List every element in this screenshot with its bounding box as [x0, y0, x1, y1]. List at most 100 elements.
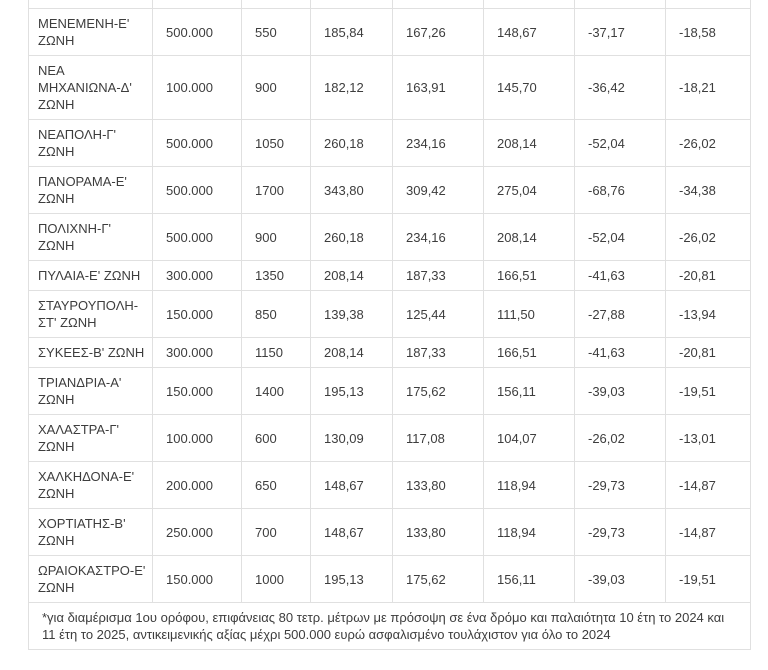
value-cell: -29,73	[574, 461, 666, 509]
value-cell: 275,04	[483, 166, 575, 214]
zone-name-cell: ΣΥΚΕΕΣ-Β' ΖΩΝΗ	[28, 337, 153, 368]
value-cell: 148,67	[483, 8, 575, 56]
value-cell: 195,13	[310, 555, 393, 603]
value-cell: -39,03	[574, 367, 666, 415]
table-row: ΠΑΝΟΡΑΜΑ-Ε' ΖΩΝΗ 500.000 1700 343,80 309,42 2…	[28, 166, 751, 214]
zone-name-cell: ΣΤΑΥΡΟΥΠΟΛΗ-ΣΤ' ΖΩΝΗ	[28, 290, 153, 338]
zone-name-cell: ΧΑΛΚΗΔΟΝΑ-Ε' ΖΩΝΗ	[28, 461, 153, 509]
value-cell: -41,63	[574, 260, 666, 291]
value-cell: -19,51	[665, 555, 751, 603]
value-cell: 260,18	[310, 213, 393, 261]
value-cell: 166,51	[483, 260, 575, 291]
value-cell: 187,33	[392, 260, 484, 291]
value-cell: 148,67	[310, 461, 393, 509]
zone-name-cell: ΜΕΝΕΜΕΝΗ-Ε' ΖΩΝΗ	[28, 8, 153, 56]
zone-name-cell: ΩΡΑΙΟΚΑΣΤΡΟ-Ε' ΖΩΝΗ	[28, 555, 153, 603]
cutoff-cell	[28, 0, 153, 9]
value-cell: 150.000	[152, 555, 242, 603]
value-cell: 100.000	[152, 414, 242, 462]
value-cell: 118,94	[483, 461, 575, 509]
table-row: ΣΥΚΕΕΣ-Β' ΖΩΝΗ 300.000 1150 208,14 187,33 166…	[28, 337, 751, 368]
value-cell: -26,02	[665, 213, 751, 261]
value-cell: -19,51	[665, 367, 751, 415]
value-cell: 309,42	[392, 166, 484, 214]
value-cell: 111,50	[483, 290, 575, 338]
value-cell: 156,11	[483, 555, 575, 603]
value-cell: -29,73	[574, 508, 666, 556]
value-cell: 208,14	[310, 337, 393, 368]
value-cell: 148,67	[310, 508, 393, 556]
cutoff-cell	[483, 0, 575, 9]
value-cell: 500.000	[152, 8, 242, 56]
table-body: ΜΕΝΕΜΕΝΗ-Ε' ΖΩΝΗ 500.000 550 185,84 167,26 14…	[28, 0, 751, 603]
value-cell: 208,14	[483, 119, 575, 167]
value-cell: -68,76	[574, 166, 666, 214]
value-cell: 234,16	[392, 119, 484, 167]
table-row: ΧΟΡΤΙΑΤΗΣ-Β' ΖΩΝΗ 250.000 700 148,67 133,80 1…	[28, 508, 751, 556]
value-cell: 100.000	[152, 55, 242, 120]
table-row: ΝΕΑΠΟΛΗ-Γ' ΖΩΝΗ 500.000 1050 260,18 234,16 20…	[28, 119, 751, 167]
zone-name-cell: ΠΟΛΙΧΝΗ-Γ' ΖΩΝΗ	[28, 213, 153, 261]
value-cell: 125,44	[392, 290, 484, 338]
value-cell: 166,51	[483, 337, 575, 368]
value-cell: 343,80	[310, 166, 393, 214]
value-cell: 133,80	[392, 461, 484, 509]
value-cell: 139,38	[310, 290, 393, 338]
value-cell: 900	[241, 213, 311, 261]
value-cell: 150.000	[152, 367, 242, 415]
value-cell: 1150	[241, 337, 311, 368]
value-cell: -20,81	[665, 337, 751, 368]
value-cell: 650	[241, 461, 311, 509]
table-row: ΠΟΛΙΧΝΗ-Γ' ΖΩΝΗ 500.000 900 260,18 234,16 208…	[28, 213, 751, 261]
value-cell: 500.000	[152, 119, 242, 167]
value-cell: 187,33	[392, 337, 484, 368]
value-cell: 300.000	[152, 260, 242, 291]
cutoff-cell	[392, 0, 484, 9]
value-cell: 500.000	[152, 166, 242, 214]
value-cell: 500.000	[152, 213, 242, 261]
table-row: ΧΑΛΑΣΤΡΑ-Γ' ΖΩΝΗ 100.000 600 130,09 117,08 10…	[28, 414, 751, 462]
value-cell: 1700	[241, 166, 311, 214]
value-cell: 182,12	[310, 55, 393, 120]
zone-name-cell: ΝΕΑΠΟΛΗ-Γ' ΖΩΝΗ	[28, 119, 153, 167]
value-cell: 163,91	[392, 55, 484, 120]
value-cell: 700	[241, 508, 311, 556]
zone-name-cell: ΝΕΑ ΜΗΧΑΝΙΩΝΑ-Δ' ΖΩΝΗ	[28, 55, 153, 120]
value-cell: 208,14	[483, 213, 575, 261]
cutoff-cell	[574, 0, 666, 9]
value-cell: -13,01	[665, 414, 751, 462]
value-cell: 118,94	[483, 508, 575, 556]
value-cell: 1000	[241, 555, 311, 603]
value-cell: 145,70	[483, 55, 575, 120]
value-cell: 1400	[241, 367, 311, 415]
value-cell: 208,14	[310, 260, 393, 291]
value-cell: -52,04	[574, 213, 666, 261]
table-row: ΝΕΑ ΜΗΧΑΝΙΩΝΑ-Δ' ΖΩΝΗ 100.000 900 182,12 163…	[28, 55, 751, 120]
table-row: ΠΥΛΑΙΑ-Ε' ΖΩΝΗ 300.000 1350 208,14 187,33 166…	[28, 260, 751, 291]
value-cell: -27,88	[574, 290, 666, 338]
page-content: ΜΕΝΕΜΕΝΗ-Ε' ΖΩΝΗ 500.000 550 185,84 167,26 14…	[28, 0, 751, 650]
cutoff-cell	[241, 0, 311, 9]
value-cell: 175,62	[392, 367, 484, 415]
value-cell: 195,13	[310, 367, 393, 415]
value-cell: -41,63	[574, 337, 666, 368]
value-cell: -13,94	[665, 290, 751, 338]
zones-table: ΜΕΝΕΜΕΝΗ-Ε' ΖΩΝΗ 500.000 550 185,84 167,26 14…	[28, 0, 751, 650]
value-cell: 200.000	[152, 461, 242, 509]
footnote-text: *για διαμέρισμα 1ου ορόφου, επιφάνειας 8…	[28, 602, 751, 650]
value-cell: 133,80	[392, 508, 484, 556]
value-cell: 234,16	[392, 213, 484, 261]
value-cell: 156,11	[483, 367, 575, 415]
value-cell: 130,09	[310, 414, 393, 462]
value-cell: 104,07	[483, 414, 575, 462]
value-cell: 260,18	[310, 119, 393, 167]
value-cell: 185,84	[310, 8, 393, 56]
zone-name-cell: ΠΥΛΑΙΑ-Ε' ΖΩΝΗ	[28, 260, 153, 291]
table-footer: *για διαμέρισμα 1ου ορόφου, επιφάνειας 8…	[28, 602, 751, 650]
zone-name-cell: ΤΡΙΑΝΔΡΙΑ-Α' ΖΩΝΗ	[28, 367, 153, 415]
value-cell: 550	[241, 8, 311, 56]
value-cell: 600	[241, 414, 311, 462]
value-cell: 900	[241, 55, 311, 120]
table-row: ΣΤΑΥΡΟΥΠΟΛΗ-ΣΤ' ΖΩΝΗ 150.000 850 139,38 125,…	[28, 290, 751, 338]
value-cell: 1050	[241, 119, 311, 167]
